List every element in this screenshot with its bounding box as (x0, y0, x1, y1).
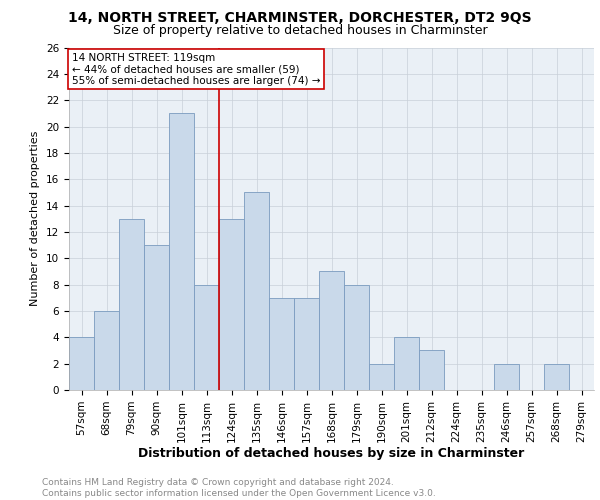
Bar (269, 298, 294, 390)
Y-axis label: Number of detached properties: Number of detached properties (31, 131, 40, 306)
Bar (369, 364, 394, 390)
Bar (194, 284, 219, 390)
Text: 14, NORTH STREET, CHARMINSTER, DORCHESTER, DT2 9QS: 14, NORTH STREET, CHARMINSTER, DORCHESTE… (68, 11, 532, 25)
Bar (344, 284, 369, 390)
X-axis label: Distribution of detached houses by size in Charminster: Distribution of detached houses by size … (139, 448, 524, 460)
Bar (544, 364, 569, 390)
Bar (494, 364, 519, 390)
Text: Size of property relative to detached houses in Charminster: Size of property relative to detached ho… (113, 24, 487, 37)
Bar (144, 245, 169, 390)
Bar (419, 350, 444, 390)
Bar (219, 219, 244, 390)
Bar (294, 298, 319, 390)
Bar (169, 114, 194, 390)
Bar (244, 192, 269, 390)
Text: 14 NORTH STREET: 119sqm
← 44% of detached houses are smaller (59)
55% of semi-de: 14 NORTH STREET: 119sqm ← 44% of detache… (71, 52, 320, 86)
Bar (394, 338, 419, 390)
Bar (119, 219, 144, 390)
Bar (319, 272, 344, 390)
Bar (69, 338, 94, 390)
Text: Contains HM Land Registry data © Crown copyright and database right 2024.
Contai: Contains HM Land Registry data © Crown c… (42, 478, 436, 498)
Bar (94, 311, 119, 390)
